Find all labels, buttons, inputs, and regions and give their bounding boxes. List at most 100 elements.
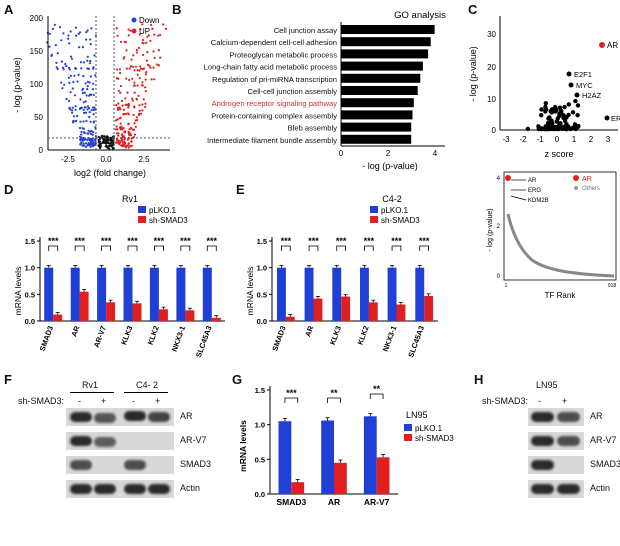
lane-sign: + bbox=[562, 396, 568, 406]
bar bbox=[332, 267, 342, 321]
y-tick: 0.0 bbox=[25, 317, 35, 326]
go-term-label: Regulation of pri-miRNA transcription bbox=[212, 75, 337, 84]
volcano-point bbox=[145, 59, 148, 62]
y-tick: 20 bbox=[487, 63, 496, 72]
volcano-point bbox=[54, 44, 57, 47]
bar bbox=[211, 317, 221, 321]
volcano-point bbox=[157, 64, 160, 67]
volcano-point bbox=[82, 108, 85, 112]
significance-label: *** bbox=[364, 236, 375, 246]
volcano-point bbox=[119, 72, 122, 75]
bar bbox=[368, 302, 378, 321]
volcano-point bbox=[115, 141, 118, 144]
bar bbox=[70, 267, 80, 321]
volcano-point bbox=[137, 94, 140, 97]
volcano-point bbox=[141, 103, 144, 106]
significance-bracket bbox=[284, 397, 299, 403]
volcano-point bbox=[79, 61, 83, 64]
volcano-point bbox=[92, 82, 95, 85]
legend-others: Others bbox=[582, 186, 600, 192]
volcano-point bbox=[121, 141, 125, 144]
volcano-point bbox=[80, 133, 83, 136]
volcano-point bbox=[67, 34, 70, 37]
volcano-point bbox=[107, 145, 110, 148]
category-label: AR-V7 bbox=[92, 325, 108, 349]
volcano-point bbox=[138, 33, 141, 36]
go-bar bbox=[341, 37, 431, 47]
bar bbox=[341, 296, 351, 321]
legend-sh-marker bbox=[370, 216, 378, 223]
volcano-point bbox=[68, 99, 71, 102]
ar-point bbox=[505, 175, 511, 181]
category-label: KLK3 bbox=[119, 325, 134, 346]
panel-b-label: B bbox=[172, 2, 182, 17]
volcano-point bbox=[87, 143, 90, 146]
volcano-point bbox=[127, 146, 130, 149]
legend-plko: pLKO.1 bbox=[149, 206, 177, 215]
volcano-point bbox=[91, 88, 95, 91]
volcano-point bbox=[144, 78, 147, 81]
lane-sign: + bbox=[101, 396, 107, 406]
volcano-point bbox=[68, 42, 71, 45]
volcano-point bbox=[151, 27, 154, 30]
volcano-point bbox=[133, 69, 136, 72]
volcano-point bbox=[128, 128, 131, 131]
volcano-point bbox=[88, 139, 92, 142]
volcano-point bbox=[85, 94, 88, 97]
volcano-point bbox=[135, 51, 139, 54]
tf-point bbox=[558, 122, 563, 128]
tf-point bbox=[566, 112, 571, 118]
volcano-point bbox=[91, 131, 95, 134]
volcano-point bbox=[139, 65, 142, 68]
volcano-point bbox=[138, 104, 141, 107]
volcano-point bbox=[133, 133, 137, 136]
volcano-point bbox=[147, 34, 150, 37]
bar bbox=[277, 267, 286, 321]
volcano-point bbox=[142, 53, 145, 57]
tf-point bbox=[572, 122, 578, 127]
category-label: SLC45A3 bbox=[194, 325, 214, 359]
x-tick: 1 bbox=[572, 135, 577, 144]
bar bbox=[53, 314, 63, 321]
tf-point bbox=[557, 113, 562, 119]
volcano-point bbox=[130, 126, 133, 130]
tf-point bbox=[525, 126, 531, 132]
significance-bracket bbox=[281, 245, 291, 251]
volcano-point bbox=[145, 73, 148, 76]
lane-sign: - bbox=[132, 396, 135, 406]
volcano-point bbox=[50, 54, 53, 58]
volcano-point bbox=[118, 143, 121, 146]
volcano-point bbox=[55, 66, 58, 69]
volcano-point bbox=[81, 46, 84, 49]
significance-label: *** bbox=[101, 236, 112, 246]
volcano-point bbox=[119, 122, 122, 125]
volcano-point bbox=[104, 138, 107, 141]
bar bbox=[176, 267, 186, 321]
significance-label: *** bbox=[336, 236, 347, 246]
volcano-point bbox=[146, 35, 149, 38]
volcano-point bbox=[83, 106, 86, 109]
volcano-point bbox=[83, 131, 86, 134]
significance-bracket bbox=[48, 245, 59, 251]
volcano-point bbox=[115, 77, 119, 80]
volcano-point bbox=[86, 139, 89, 142]
volcano-point bbox=[82, 142, 85, 145]
panel-e-label: E bbox=[236, 182, 245, 197]
volcano-point bbox=[89, 59, 92, 63]
band bbox=[557, 484, 580, 494]
y-tick: 150 bbox=[30, 47, 44, 56]
tf-point bbox=[551, 124, 556, 130]
c42-bar-chart: C4-2 pLKO.1 sh-SMAD3 mRNA levels 0.0 0.5 1… bbox=[245, 194, 438, 359]
volcano-point bbox=[60, 39, 63, 42]
volcano-point bbox=[72, 121, 75, 124]
volcano-point bbox=[79, 98, 82, 101]
volcano-point bbox=[105, 144, 108, 147]
cell-line-c42: C4- 2 bbox=[136, 380, 159, 390]
category-label: NKX3-1 bbox=[170, 325, 188, 353]
volcano-point bbox=[153, 33, 156, 36]
panel-d-label: D bbox=[4, 182, 14, 197]
significance-bracket bbox=[419, 245, 429, 251]
volcano-point bbox=[75, 119, 78, 122]
myc-point bbox=[568, 82, 574, 88]
band bbox=[531, 460, 554, 470]
